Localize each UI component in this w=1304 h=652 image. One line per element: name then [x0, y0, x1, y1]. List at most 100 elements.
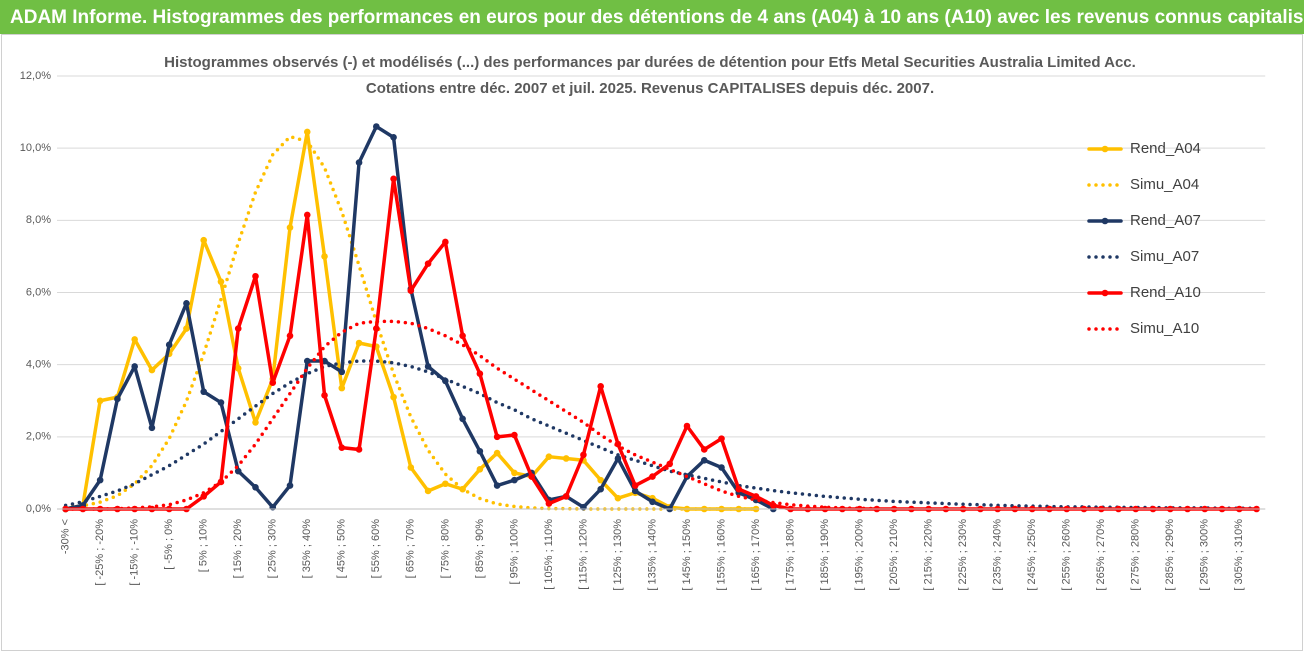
x-tick-label: [ 265% ; 270% — [1095, 519, 1107, 591]
data-point — [700, 446, 708, 453]
data-point — [390, 393, 397, 401]
data-point — [631, 482, 639, 489]
data-point — [631, 487, 639, 495]
x-tick-label: [ 225% ; 230% — [957, 519, 969, 591]
x-tick-label: [ -25% ; -20% — [94, 519, 106, 586]
x-tick-label: [ 275% ; 280% — [1130, 519, 1142, 591]
y-tick-label: 6,0% — [26, 286, 51, 298]
data-point — [148, 424, 156, 432]
data-point — [459, 415, 466, 423]
data-point — [700, 456, 708, 464]
data-point — [407, 287, 415, 294]
data-point — [200, 388, 208, 396]
data-point — [355, 339, 363, 347]
x-tick-label: [ 5% ; 10% — [198, 519, 210, 572]
data-point — [562, 455, 570, 462]
x-tick-label: [ 305% ; 310% — [1233, 519, 1245, 591]
legend-label: Rend_A10 — [1130, 284, 1201, 301]
data-point — [338, 444, 346, 451]
data-point — [286, 482, 294, 489]
data-point — [597, 383, 604, 390]
data-point — [614, 455, 622, 462]
data-point — [96, 476, 104, 484]
data-point — [303, 211, 311, 219]
data-point — [442, 238, 449, 246]
data-point — [735, 485, 743, 493]
data-point — [165, 341, 173, 349]
data-point — [338, 368, 346, 376]
data-point — [286, 332, 294, 340]
x-tick-label: [ 205% ; 210% — [888, 519, 900, 591]
data-point — [183, 325, 190, 332]
data-point — [234, 467, 242, 475]
x-tick-label: [ 15% ; 20% — [232, 519, 244, 579]
data-point — [303, 128, 311, 136]
data-point — [476, 447, 484, 455]
x-tick-label: [ 85% ; 90% — [474, 519, 486, 579]
x-tick-label: [ 135% ; 140% — [646, 519, 658, 591]
data-point — [269, 379, 277, 387]
data-point — [373, 123, 380, 130]
data-point — [148, 366, 156, 374]
data-point — [200, 236, 208, 244]
x-tick-label: [ 255% ; 260% — [1061, 519, 1073, 591]
x-tick-label: [ 185% ; 190% — [819, 519, 831, 591]
data-point — [511, 469, 518, 477]
data-point — [338, 384, 346, 392]
data-point — [718, 464, 725, 471]
y-tick-label: 10,0% — [20, 142, 51, 154]
header-title: ADAM Informe. Histogrammes des performan… — [10, 7, 1304, 28]
y-tick-label: 12,0% — [20, 70, 51, 82]
data-point — [752, 493, 760, 500]
data-point — [200, 493, 208, 500]
y-tick-label: 0,0% — [26, 503, 51, 515]
data-point — [424, 487, 432, 495]
data-point — [649, 498, 656, 506]
data-point — [321, 392, 328, 399]
data-point — [252, 272, 259, 280]
data-point — [252, 419, 259, 426]
chart-subtitle: Cotations entre déc. 2007 et juil. 2025.… — [366, 80, 934, 97]
data-point — [442, 480, 449, 488]
x-tick-label: [ 75% ; 80% — [439, 519, 451, 579]
data-point — [580, 503, 587, 511]
x-tick-label: [ 35% ; 40% — [301, 519, 313, 579]
x-tick-label: [ 115% ; 120% — [577, 519, 589, 590]
data-point — [321, 253, 328, 260]
x-tick-label: [ 95% ; 100% — [508, 519, 520, 585]
x-tick-label: [ 65% ; 70% — [405, 519, 417, 579]
data-point — [252, 484, 259, 491]
data-point — [424, 260, 432, 267]
x-tick-label: [ 125% ; 130% — [612, 519, 624, 591]
data-point — [303, 357, 311, 365]
legend-label: Simu_A04 — [1130, 176, 1199, 193]
data-point — [511, 431, 518, 439]
header-bar — [0, 0, 1304, 34]
data-point — [476, 466, 484, 473]
data-point — [476, 370, 484, 377]
x-tick-label: [ 235% ; 240% — [992, 519, 1004, 591]
x-tick-label: [ 165% ; 170% — [750, 519, 762, 591]
x-tick-label: [ 145% ; 150% — [681, 519, 693, 591]
data-point — [407, 464, 415, 471]
data-point — [528, 473, 535, 480]
x-tick-label: [ -15% ; -10% — [129, 519, 141, 586]
y-tick-label: 8,0% — [26, 214, 51, 226]
data-point — [493, 433, 501, 441]
x-tick-label: [ 245% ; 250% — [1026, 519, 1038, 591]
x-tick-label: [ 45% ; 50% — [336, 519, 348, 579]
data-point — [390, 134, 397, 141]
data-point — [131, 336, 138, 343]
data-point — [683, 422, 691, 430]
x-tick-label: [ 155% ; 160% — [715, 519, 727, 591]
data-point — [355, 159, 363, 166]
data-point — [597, 476, 604, 484]
data-point — [373, 325, 380, 332]
data-point — [511, 476, 518, 484]
data-point — [131, 363, 138, 370]
data-point — [96, 397, 104, 405]
y-tick-label: 4,0% — [26, 359, 51, 371]
data-point — [666, 460, 674, 468]
